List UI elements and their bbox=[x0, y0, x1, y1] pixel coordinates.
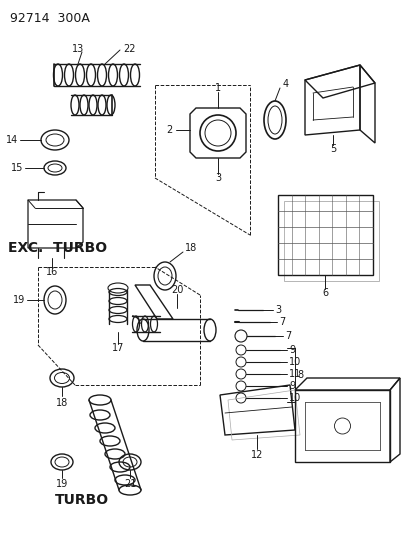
Text: 18: 18 bbox=[185, 243, 197, 253]
Text: 14: 14 bbox=[6, 135, 18, 145]
Text: 2: 2 bbox=[166, 125, 173, 135]
Text: 20: 20 bbox=[171, 285, 183, 295]
Bar bbox=[294, 390, 389, 462]
Text: 4: 4 bbox=[282, 79, 288, 89]
Text: 11: 11 bbox=[288, 369, 301, 379]
Text: 22: 22 bbox=[123, 44, 135, 54]
Text: 17: 17 bbox=[112, 343, 124, 353]
Text: 7: 7 bbox=[278, 317, 285, 327]
Text: 19: 19 bbox=[56, 479, 68, 489]
Bar bbox=[277, 195, 372, 275]
Text: 92714  300A: 92714 300A bbox=[10, 12, 90, 25]
Text: TURBO: TURBO bbox=[55, 493, 109, 507]
Text: 3: 3 bbox=[214, 173, 221, 183]
Text: 16: 16 bbox=[46, 267, 58, 277]
Text: 5: 5 bbox=[329, 144, 335, 154]
Text: 3: 3 bbox=[274, 305, 280, 315]
Text: 13: 13 bbox=[72, 44, 84, 54]
Bar bbox=[283, 201, 378, 281]
Text: 15: 15 bbox=[11, 163, 23, 173]
Text: 9: 9 bbox=[288, 345, 294, 355]
Text: 12: 12 bbox=[250, 450, 263, 460]
Text: 21: 21 bbox=[123, 479, 136, 489]
Text: 19: 19 bbox=[13, 295, 25, 305]
Text: 18: 18 bbox=[56, 398, 68, 408]
Text: 7: 7 bbox=[284, 331, 291, 341]
Text: 1: 1 bbox=[214, 83, 221, 93]
Text: 9: 9 bbox=[288, 381, 294, 391]
Text: 10: 10 bbox=[288, 393, 301, 403]
Text: EXC.  TURBO: EXC. TURBO bbox=[8, 241, 107, 255]
Text: 10: 10 bbox=[288, 357, 301, 367]
Text: 6: 6 bbox=[322, 288, 328, 298]
Text: 8: 8 bbox=[296, 370, 302, 380]
